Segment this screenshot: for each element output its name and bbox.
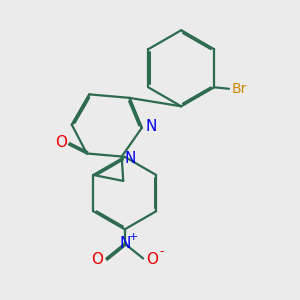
Text: N: N — [124, 152, 136, 166]
Text: +: + — [129, 232, 138, 242]
Text: O: O — [146, 252, 158, 267]
Text: O: O — [55, 135, 67, 150]
Text: -: - — [159, 245, 164, 258]
Text: O: O — [92, 252, 104, 267]
Text: Br: Br — [232, 82, 247, 96]
Text: N: N — [119, 236, 130, 251]
Text: N: N — [145, 119, 156, 134]
